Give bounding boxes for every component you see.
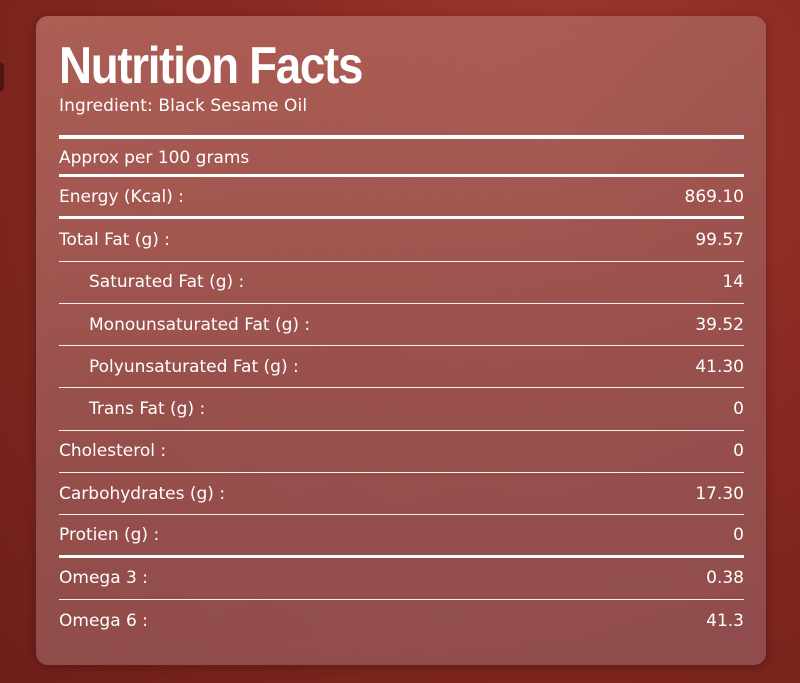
nutrient-label: Cholesterol : — [59, 441, 167, 462]
nutrient-row-omega-6: Omega 6 : 41.3 — [59, 600, 744, 642]
nutrient-value: 39.52 — [695, 314, 744, 335]
nutrient-row-carbohydrates: Carbohydrates (g) : 17.30 — [59, 473, 744, 516]
nutrient-label: Polyunsaturated Fat (g) : — [89, 356, 299, 377]
header-divider — [59, 135, 744, 139]
ingredient-subtitle: Ingredient: Black Sesame Oil — [59, 96, 308, 116]
serving-divider — [59, 174, 744, 177]
nutrient-row-protein: Protien (g) : 0 — [59, 515, 744, 558]
nutrient-label: Protien (g) : — [59, 525, 160, 546]
nutrient-label: Total Fat (g) : — [59, 229, 170, 250]
nutrient-row-polyunsaturated-fat: Polyunsaturated Fat (g) : 41.30 — [59, 346, 744, 389]
nutrient-value: 41.3 — [706, 611, 744, 632]
nutrient-row-saturated-fat: Saturated Fat (g) : 14 — [59, 262, 744, 304]
nutrient-value: 0 — [733, 525, 744, 546]
nutrient-label: Energy (Kcal) : — [59, 186, 184, 207]
nutrient-value: 14 — [722, 272, 744, 293]
nutrient-value: 41.30 — [695, 356, 744, 377]
nutrient-row-monounsaturated-fat: Monounsaturated Fat (g) : 39.52 — [59, 304, 744, 347]
nutrient-row-energy: Energy (Kcal) : 869.10 — [59, 177, 744, 220]
window-edge-handle — [0, 62, 4, 92]
panel-title: Nutrition Facts — [59, 37, 363, 95]
nutrient-row-trans-fat: Trans Fat (g) : 0 — [59, 388, 744, 431]
nutrient-value: 17.30 — [695, 483, 744, 504]
nutrition-facts-panel: Nutrition Facts Ingredient: Black Sesame… — [36, 16, 766, 665]
nutrient-row-total-fat: Total Fat (g) : 99.57 — [59, 219, 744, 262]
nutrient-value: 0 — [733, 441, 744, 462]
nutrient-label: Trans Fat (g) : — [89, 399, 206, 420]
nutrient-label: Omega 6 : — [59, 611, 148, 632]
nutrient-value: 0 — [733, 399, 744, 420]
nutrient-label: Monounsaturated Fat (g) : — [89, 314, 311, 335]
nutrient-value: 0.38 — [706, 568, 744, 589]
nutrient-value: 869.10 — [684, 186, 744, 207]
nutrient-value: 99.57 — [695, 229, 744, 250]
nutrient-row-omega-3: Omega 3 : 0.38 — [59, 558, 744, 600]
serving-size: Approx per 100 grams — [59, 148, 250, 168]
nutrient-label: Omega 3 : — [59, 568, 148, 589]
nutrient-list: Energy (Kcal) : 869.10 Total Fat (g) : 9… — [59, 177, 744, 642]
nutrient-row-cholesterol: Cholesterol : 0 — [59, 431, 744, 474]
nutrient-label: Saturated Fat (g) : — [89, 272, 245, 293]
nutrient-label: Carbohydrates (g) : — [59, 483, 226, 504]
